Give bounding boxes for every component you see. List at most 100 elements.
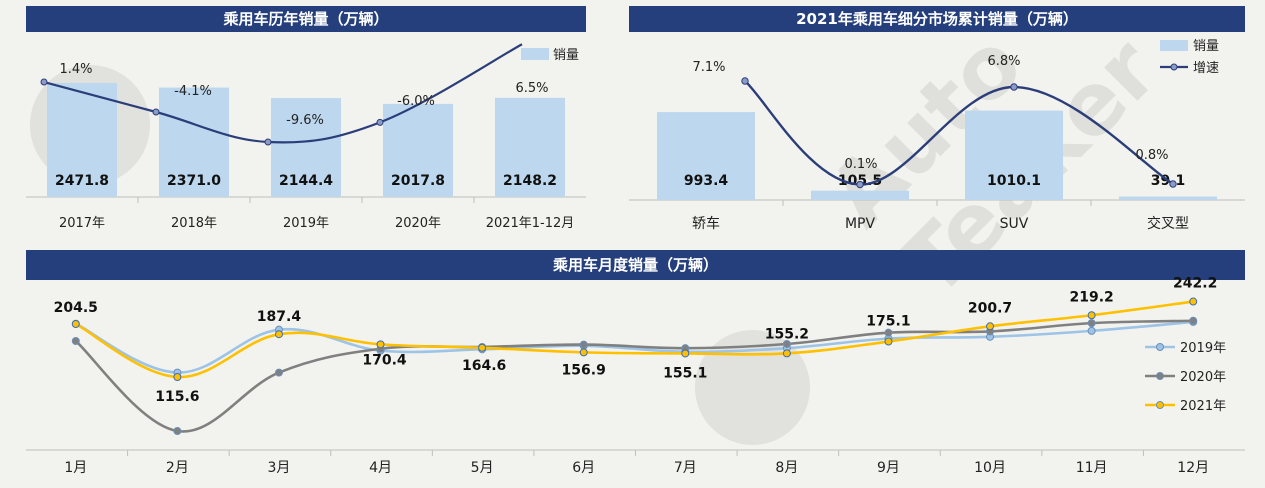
chart3-label-2021-8: 155.2 (765, 326, 809, 342)
chart3-point-2020年-8 (782, 339, 791, 348)
chart3-point-2021年-4 (376, 340, 385, 349)
chart3-label-2021-2: 115.6 (155, 389, 199, 405)
chart3-xtick-8: 8月 (775, 460, 798, 476)
chart2-title: 2021年乘用车细分市场累计销量（万辆） (629, 6, 1245, 32)
chart1-bar-2 (159, 87, 229, 197)
chart3-label-2021-4: 170.4 (362, 352, 407, 368)
chart3-label-2021-1: 204.5 (54, 300, 98, 316)
chart1-legend-swatch (521, 48, 549, 60)
chart3-xtick-11: 11月 (1076, 460, 1108, 476)
chart1-growth-label-4: -6.0% (397, 94, 435, 109)
chart3-legend-marker-3 (1156, 401, 1164, 409)
chart1-bar-1 (47, 82, 117, 197)
chart3-legend-marker-1 (1156, 343, 1164, 351)
chart3-label-2021-10: 200.7 (968, 300, 1012, 316)
chart3-point-2021年-8 (782, 349, 791, 358)
chart3-point-2020年-3 (274, 368, 283, 377)
chart1-title: 乘用车历年销量（万辆） (26, 6, 586, 32)
chart3-point-2020年-9 (884, 328, 893, 337)
chart2-growth-label-2: 0.1% (844, 157, 877, 172)
chart2-xtick-1: 轿车 (692, 215, 720, 232)
chart3-point-2020年-2 (173, 427, 182, 435)
chart1-xtick-1: 2017年 (59, 216, 105, 231)
chart1-xtick-3: 2019年 (283, 216, 329, 231)
chart1-growth-point-1 (40, 78, 48, 86)
chart2-growth-line (744, 80, 1174, 186)
chart1-growth-label-1: 1.4% (59, 62, 92, 77)
chart2-growth-point-1 (741, 77, 749, 85)
chart1-growth-label-3: -9.6% (286, 113, 324, 128)
chart3-label-2021-6: 156.9 (562, 362, 606, 378)
chart2-bar-4 (1119, 196, 1217, 200)
chart3-legend-label-2: 2020年 (1180, 370, 1226, 385)
chart1-bar-label-3: 2144.4 (279, 173, 333, 189)
chart1-growth-point-3 (264, 138, 272, 146)
chart2-growth-point-2 (856, 180, 864, 189)
chart3-label-2021-3: 187.4 (257, 309, 302, 325)
chart3-legend-label-1: 2019年 (1180, 341, 1226, 356)
chart3-point-2021年-12 (1189, 297, 1198, 306)
chart3-point-2020年-11 (1087, 319, 1096, 328)
chart3-label-2021-11: 219.2 (1069, 289, 1113, 305)
chart3-label-2021-5: 164.6 (462, 358, 506, 374)
chart2-legend-label-line: 增速 (1193, 61, 1219, 76)
chart3-xtick-7: 7月 (674, 460, 697, 476)
chart3-legend-label-3: 2021年 (1180, 399, 1226, 414)
chart3-label-2021-9: 175.1 (866, 314, 910, 330)
chart2-xtick-4: 交叉型 (1147, 215, 1189, 232)
chart1-growth-point-4 (376, 118, 384, 126)
chart2-bar-1 (657, 112, 755, 200)
chart3-xtick-6: 6月 (572, 460, 595, 476)
chart3-label-2021-12: 242.2 (1173, 276, 1217, 292)
chart3-xtick-5: 5月 (471, 460, 494, 476)
chart3-line-2020年 (74, 319, 1194, 433)
chart2-growth-point-3 (1010, 83, 1018, 91)
chart2-bar-3 (965, 110, 1063, 200)
chart1-bar-4 (383, 103, 453, 197)
chart2-growth-label-1: 7.1% (692, 60, 725, 75)
chart3-point-2021年-6 (579, 348, 588, 357)
chart3-xtick-2: 2月 (166, 460, 189, 476)
chart2-xtick-2: MPV (845, 216, 876, 232)
chart1-bar-label-5: 2148.2 (503, 173, 557, 189)
chart1-xtick-5: 2021年1-12月 (486, 216, 575, 231)
chart2-growth-label-3: 6.8% (987, 54, 1020, 69)
chart1-xtick-4: 2020年 (395, 216, 441, 231)
chart1-growth-point-2 (152, 108, 160, 116)
chart3-point-2021年-10 (986, 322, 995, 331)
chart2-bar-label-3: 1010.1 (987, 173, 1041, 189)
chart1-legend-label: 销量 (553, 48, 579, 63)
chart1-bar-label-2: 2371.0 (167, 173, 221, 189)
chart3-xtick-1: 1月 (64, 460, 87, 476)
chart1-xtick-2: 2018年 (171, 216, 217, 231)
chart2-legend-swatch-marker (1170, 63, 1178, 71)
chart1-bar-5 (495, 97, 565, 197)
chart2-growth-label-4: 0.8% (1135, 148, 1168, 163)
chart3-point-2021年-11 (1087, 311, 1096, 320)
chart2-growth-point-4 (1169, 180, 1177, 188)
chart3-point-2021年-3 (274, 330, 283, 339)
chart3-point-2021年-5 (478, 343, 487, 352)
chart3-line-2019年 (75, 320, 1194, 374)
chart3-point-2020年-12 (1189, 316, 1198, 325)
chart3-point-2021年-7 (681, 349, 690, 358)
chart2-bar-label-1: 993.4 (684, 173, 729, 189)
chart1-bar-3 (271, 98, 341, 197)
chart3-point-2019年-11 (1087, 326, 1096, 335)
chart3-xtick-9: 9月 (877, 460, 900, 476)
chart3-point-2021年-1 (71, 320, 80, 329)
chart3-xtick-3: 3月 (267, 460, 290, 476)
chart3-xtick-10: 10月 (974, 460, 1006, 476)
chart3-point-2021年-2 (173, 373, 182, 382)
chart3-xtick-4: 4月 (369, 460, 392, 476)
chart2-bar-2 (811, 190, 909, 200)
chart1-bar-label-1: 2471.8 (55, 173, 109, 189)
chart3-legend-marker-2 (1156, 372, 1164, 380)
chart1-growth-label-5: 6.5% (515, 81, 548, 96)
chart2-xtick-3: SUV (1000, 216, 1029, 232)
chart3-point-2020年-1 (71, 337, 80, 346)
chart3-point-2021年-9 (884, 337, 893, 346)
chart3-xtick-12: 12月 (1177, 460, 1209, 476)
chart2-legend-swatch-bar (1160, 40, 1188, 51)
